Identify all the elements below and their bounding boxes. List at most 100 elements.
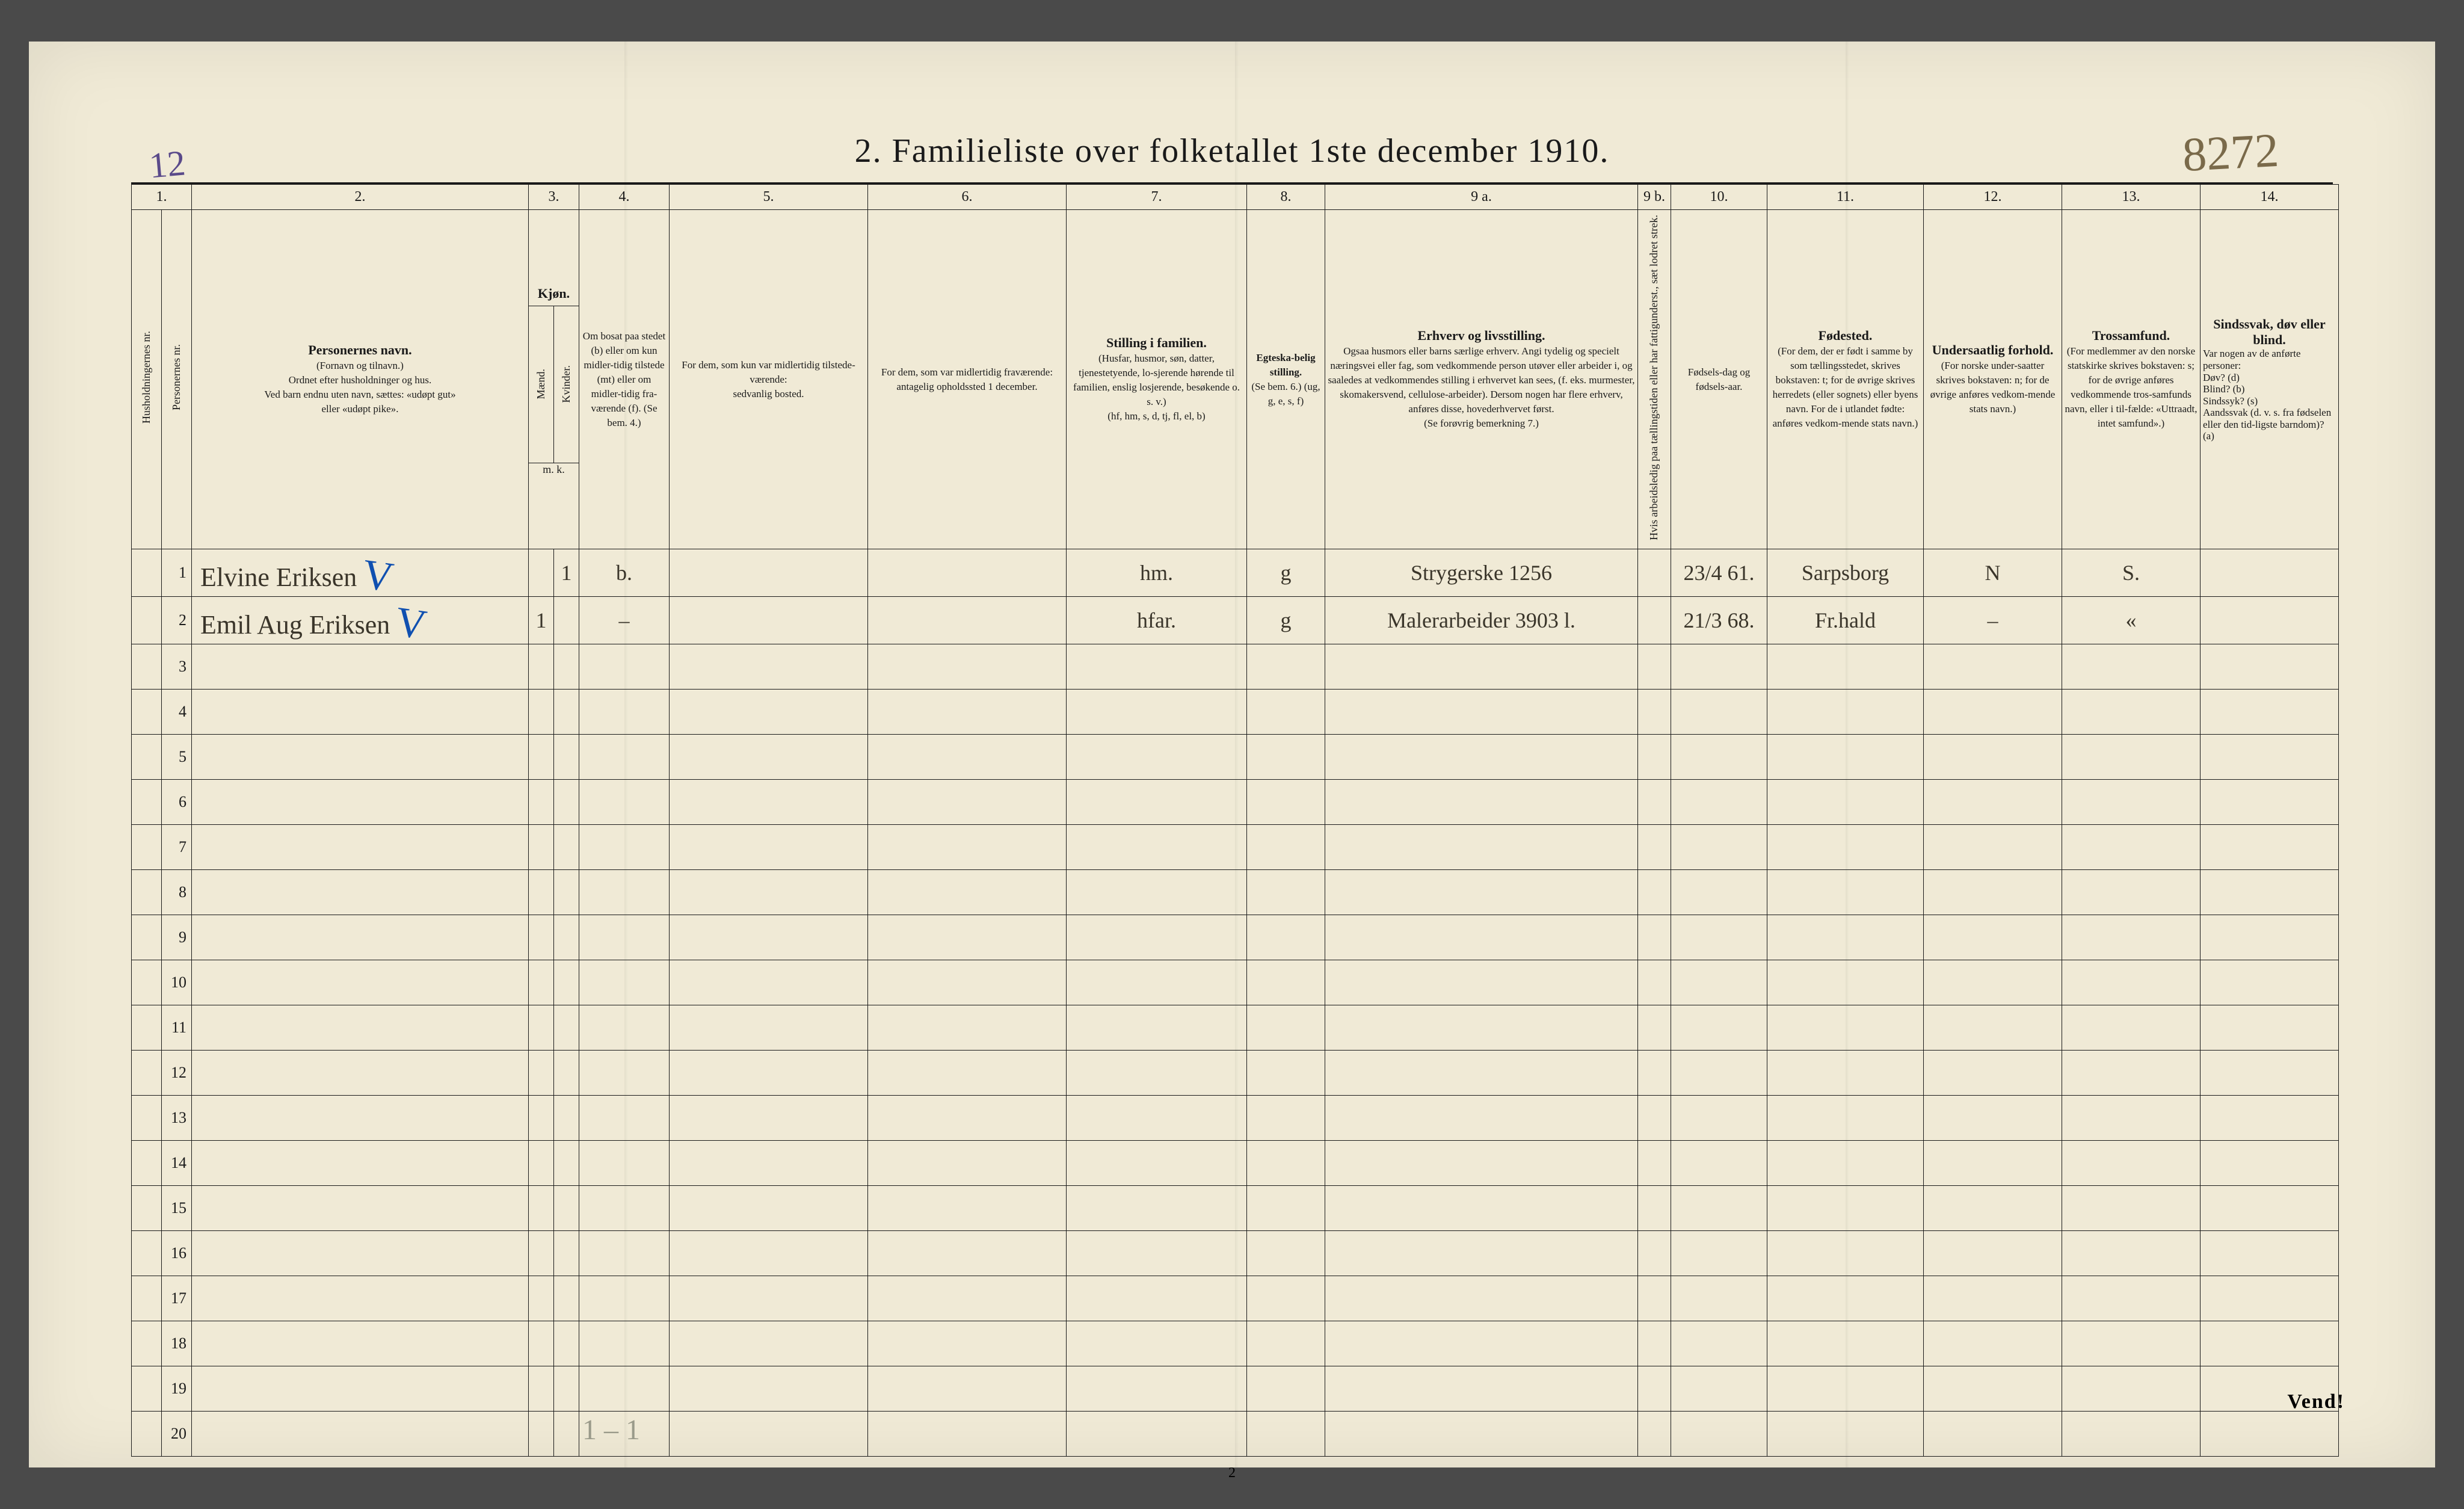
cell: [1638, 915, 1671, 960]
cell: [554, 1050, 579, 1095]
cell: [868, 1321, 1067, 1366]
cell: [132, 1005, 162, 1050]
cell: [1638, 734, 1671, 779]
cell: [192, 869, 529, 915]
cell: [1247, 1276, 1325, 1321]
cell: Strygerske 1256: [1325, 549, 1638, 596]
cell: [1247, 644, 1325, 689]
cell: [2201, 869, 2339, 915]
cell: [1924, 915, 2062, 960]
cell: [2201, 596, 2339, 644]
column-number: 1.: [132, 185, 192, 210]
cell: [554, 596, 579, 644]
cell: [1924, 779, 2062, 824]
hdr-midl-tilstede: For dem, som kun var midlertidig tilsted…: [670, 209, 868, 549]
cell: Malerarbeider 3903 l.: [1325, 596, 1638, 644]
hdr-midl-frav: For dem, som var midlertidig fraværende:…: [868, 209, 1067, 549]
cell: [1638, 1230, 1671, 1276]
cell: [1924, 1185, 2062, 1230]
cell: [1247, 734, 1325, 779]
cell: 1: [529, 596, 554, 644]
cell: [1067, 689, 1247, 734]
cell: [2201, 824, 2339, 869]
cell: [1924, 1095, 2062, 1140]
cell: [2201, 1140, 2339, 1185]
cell: [1247, 689, 1325, 734]
cell: [868, 1095, 1067, 1140]
cell: [1325, 1005, 1638, 1050]
cell: [1067, 1276, 1247, 1321]
cell: [2062, 1321, 2201, 1366]
cell: [1325, 1366, 1638, 1411]
cell: [1638, 549, 1671, 596]
cell: [868, 1366, 1067, 1411]
cell: [132, 824, 162, 869]
hdr-fodsel: Fødsels-dag og fødsels-aar.: [1671, 209, 1767, 549]
cell: [868, 734, 1067, 779]
cell: [192, 1411, 529, 1456]
cell: [868, 1411, 1067, 1456]
cell: [529, 824, 554, 869]
cell: [1067, 1411, 1247, 1456]
cell: [132, 779, 162, 824]
turn-over-label: Vend!: [2287, 1390, 2345, 1413]
cell: [1671, 1230, 1767, 1276]
cell: [554, 1276, 579, 1321]
cell: [2201, 549, 2339, 596]
cell: [1924, 1366, 2062, 1411]
cell: 3: [162, 644, 192, 689]
cell: [192, 779, 529, 824]
cell: 20: [162, 1411, 192, 1456]
cell: [132, 734, 162, 779]
cell: [1671, 779, 1767, 824]
cell: [529, 869, 554, 915]
cell: [2062, 1050, 2201, 1095]
cell: [1067, 960, 1247, 1005]
column-number: 9 a.: [1325, 185, 1638, 210]
cell: [1924, 1411, 2062, 1456]
cell: [1325, 1095, 1638, 1140]
cell: [192, 1321, 529, 1366]
cell: [2062, 1185, 2201, 1230]
cell: [1325, 734, 1638, 779]
cell: [1067, 644, 1247, 689]
hdr-person-nr: Personernes nr.: [162, 209, 192, 549]
cell: [554, 779, 579, 824]
cell: [1924, 644, 2062, 689]
cell: [1325, 869, 1638, 915]
cell: [132, 1050, 162, 1095]
cell: [529, 1140, 554, 1185]
column-number: 7.: [1067, 185, 1247, 210]
cell: [132, 960, 162, 1005]
cell: [2201, 689, 2339, 734]
cell: [1924, 689, 2062, 734]
cell: [1638, 1050, 1671, 1095]
cell: S.: [2062, 549, 2201, 596]
cell: [1325, 1411, 1638, 1456]
annotation-top-right: 8272: [2181, 123, 2281, 183]
cell: 6: [162, 779, 192, 824]
cell: [868, 1276, 1067, 1321]
cell: [529, 915, 554, 960]
cell: [1638, 779, 1671, 824]
cell: [529, 1095, 554, 1140]
cell: [132, 596, 162, 644]
cell: [2201, 1411, 2339, 1456]
column-number: 6.: [868, 185, 1067, 210]
cell: [1247, 1140, 1325, 1185]
cell: [868, 1140, 1067, 1185]
cell: [670, 596, 868, 644]
cell: [1247, 1095, 1325, 1140]
cell: [1067, 824, 1247, 869]
cell: [192, 689, 529, 734]
column-number: 14.: [2201, 185, 2339, 210]
cell: Emil Aug EriksenV: [192, 596, 529, 644]
cell: [1671, 1366, 1767, 1411]
cell: [670, 1230, 868, 1276]
annotation-top-left: 12: [147, 143, 187, 187]
cell: [554, 1321, 579, 1366]
hdr-trossamfund: Trossamfund. (For medlemmer av den norsk…: [2062, 209, 2201, 549]
cell: [1067, 1185, 1247, 1230]
cell: [1067, 1005, 1247, 1050]
cell: [1671, 1140, 1767, 1185]
